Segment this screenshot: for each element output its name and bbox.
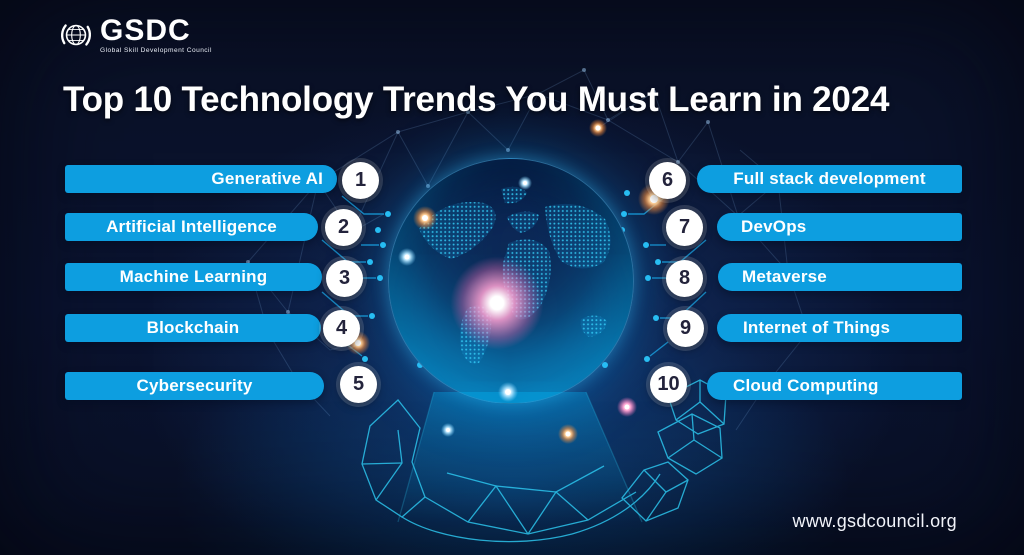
trend-number-badge-1: 1: [342, 162, 379, 199]
trend-label: DevOps: [741, 217, 807, 236]
website-link[interactable]: www.gsdcouncil.org: [792, 511, 957, 531]
brand-name: GSDC: [100, 14, 191, 47]
trend-number-badge-9: 9: [667, 310, 704, 347]
trend-label: Cybersecurity: [136, 376, 253, 395]
trend-bar-machine-learning: Machine Learning: [65, 263, 322, 291]
trend-number-badge-2: 2: [325, 209, 362, 246]
light-cone: [398, 392, 642, 522]
trend-bar-cloud-computing: Cloud Computing: [707, 372, 962, 400]
trend-number-badge-8: 8: [666, 260, 703, 297]
trend-number-badge-6: 6: [649, 162, 686, 199]
trend-label: Full stack development: [733, 169, 926, 188]
trend-bar-devops: DevOps: [717, 213, 962, 241]
trend-bar-cybersecurity: Cybersecurity: [65, 372, 324, 400]
page-title: Top 10 Technology Trends You Must Learn …: [63, 80, 890, 119]
trend-number-badge-7: 7: [666, 209, 703, 246]
trend-label: Metaverse: [742, 267, 827, 286]
wireframe-hand: [361, 379, 727, 543]
trend-number-badge-5: 5: [340, 366, 377, 403]
trend-label: Cloud Computing: [733, 376, 879, 395]
trend-label: Blockchain: [146, 318, 240, 337]
trend-bar-metaverse: Metaverse: [718, 263, 962, 291]
trend-number-badge-4: 4: [323, 310, 360, 347]
trend-label: Machine Learning: [119, 267, 268, 286]
trend-number-badge-3: 3: [326, 260, 363, 297]
globe-core-glow: [450, 256, 544, 350]
trend-bar-generative-ai: Generative AI: [65, 165, 337, 193]
trend-label: Generative AI: [211, 169, 323, 188]
trend-bar-full-stack-development: Full stack development: [697, 165, 962, 193]
trend-label: Artificial Intelligence: [106, 217, 277, 236]
trend-bar-internet-of-things: Internet of Things: [717, 314, 962, 342]
trend-number-badge-10: 10: [650, 366, 687, 403]
gsdc-logo: GSDC Global Skill Development Council: [58, 16, 212, 55]
trend-bar-artificial-intelligence: Artificial Intelligence: [65, 213, 318, 241]
trend-label: Internet of Things: [743, 318, 891, 337]
globe-orbit-icon: [61, 24, 91, 46]
trend-bar-blockchain: Blockchain: [65, 314, 321, 342]
brand-tagline: Global Skill Development Council: [100, 47, 212, 54]
